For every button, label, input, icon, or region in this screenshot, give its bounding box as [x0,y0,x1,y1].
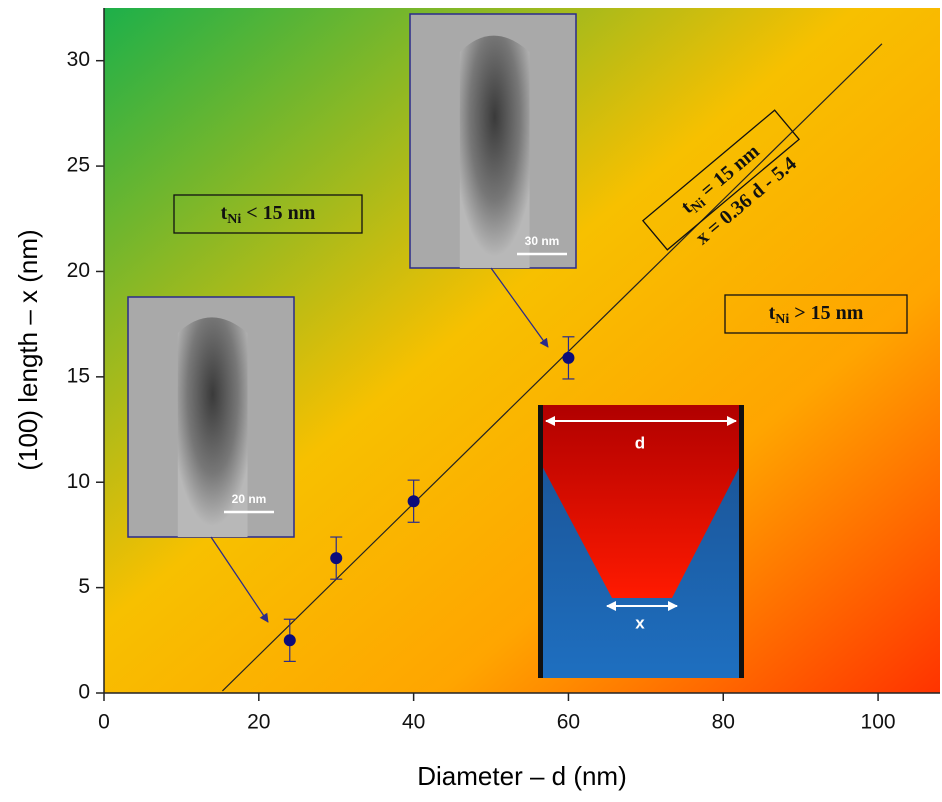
x-tick-label: 100 [861,711,896,734]
scale-label: 20 nm [232,492,267,506]
y-tick-label: 5 [78,575,90,598]
y-tick-label: 30 [67,48,90,71]
diagram-label: d [635,433,645,452]
x-tick-label: 60 [557,711,580,734]
y-tick-label: 15 [67,364,90,387]
scale-label: 30 nm [525,234,560,248]
annotation-sub: Ni [227,212,241,227]
diagram-wall [538,405,543,678]
chart: Diameter – d (nm) (100) length – x (nm) … [0,0,942,802]
diagram-label: x [635,613,645,632]
data-point [562,352,574,364]
data-point [284,634,296,646]
x-tick-label: 20 [247,711,270,734]
diagram-wall [739,405,744,678]
data-point [330,552,342,564]
x-tick-label: 40 [402,711,425,734]
annotation-rest: < 15 nm [246,202,316,224]
y-tick-label: 0 [78,681,90,704]
data-point [408,495,420,507]
annotation-sub: Ni [775,312,789,327]
y-tick-label: 10 [67,470,90,493]
x-axis-label: Diameter – d (nm) [417,761,627,791]
inset-feature [460,36,530,268]
annotation-rest: > 15 nm [794,302,864,324]
x-tick-label: 0 [98,711,110,734]
y-tick-label: 20 [67,259,90,282]
x-tick-label: 80 [712,711,735,734]
y-tick-label: 25 [67,154,90,177]
y-axis-label: (100) length – x (nm) [13,229,43,470]
